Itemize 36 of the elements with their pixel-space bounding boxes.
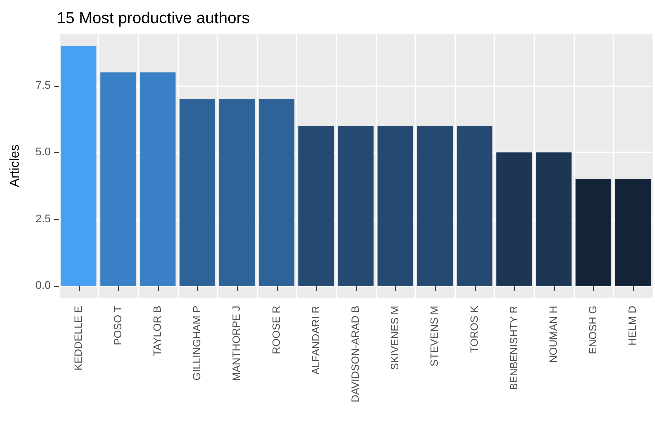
x-tick-label: HELM D <box>627 306 640 346</box>
y-tick-label: 2.5 <box>36 213 51 226</box>
x-tick-label: BENBENISHTY R <box>508 306 520 390</box>
x-tick-label: KEDDELLE E <box>72 306 85 371</box>
bar <box>456 126 493 286</box>
y-axis-title: Articles <box>7 144 22 188</box>
y-tick-label: 0.0 <box>36 280 51 292</box>
x-tick-label: TOROS K <box>468 306 481 354</box>
x-tick-label: ENOSH G <box>588 306 600 354</box>
x-tick-label: TAYLOR B <box>152 306 164 356</box>
bar <box>180 99 216 286</box>
chart-title: 15 Most productive authors <box>57 10 250 28</box>
x-tick-label: STEVENS M <box>429 306 442 367</box>
bar <box>60 46 97 286</box>
x-tick-label: GILLINGHAM P <box>192 306 204 381</box>
x-tick-label: DAVIDSON-ARAD B <box>350 306 362 403</box>
bar <box>615 179 652 286</box>
bar <box>378 126 414 286</box>
x-tick-label: MANTHORPE J <box>231 306 244 382</box>
y-tick-label: 5.0 <box>36 146 51 159</box>
bar <box>140 72 176 286</box>
x-tick-label: NOUMAN H <box>548 306 560 364</box>
bar <box>298 126 334 286</box>
x-tick-label: POSO T <box>112 305 124 346</box>
bar <box>576 179 612 286</box>
x-tick-label: ROOSE R <box>270 306 283 354</box>
bar <box>496 152 532 286</box>
y-tick-label: 7.5 <box>36 80 51 92</box>
bar <box>536 152 572 286</box>
x-tick-label: ALFANDARI R <box>310 306 322 375</box>
bar <box>338 126 374 286</box>
bar <box>219 99 256 286</box>
x-tick-label: SKIVENES M <box>390 306 402 370</box>
bar <box>417 126 454 286</box>
bar <box>100 72 136 286</box>
bar <box>258 99 295 286</box>
